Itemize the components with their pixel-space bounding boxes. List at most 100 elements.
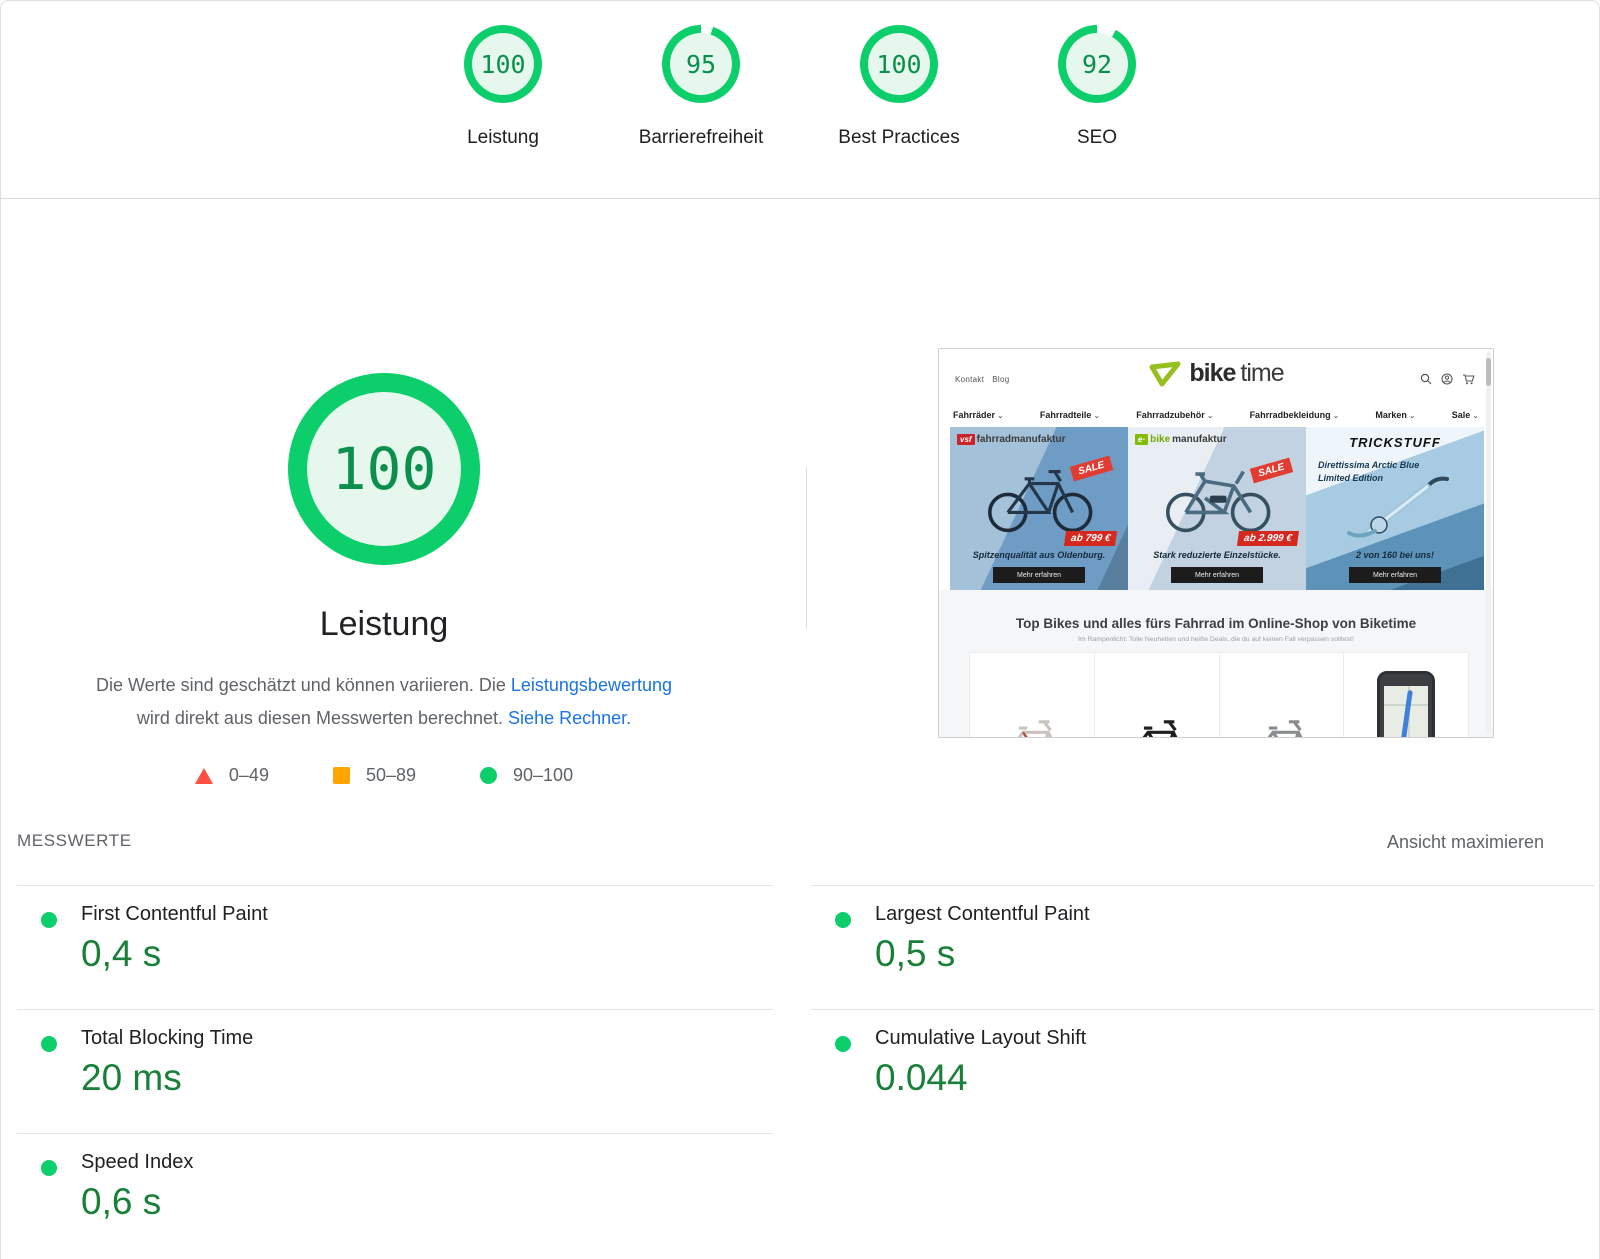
- site-nav: Fahrräder ⌄ Fahrradteile ⌄ Fahrradzubehör ⌄…: [939, 402, 1493, 427]
- trickstuff-line1: Direttissima Arctic Blue: [1318, 460, 1420, 470]
- product-card-gps-computer[interactable]: [1344, 653, 1468, 737]
- nav-fahrradzubehoer[interactable]: Fahrradzubehör ⌄: [1136, 409, 1214, 420]
- ebike-logo-text-manufaktur: manufaktur: [1172, 434, 1227, 445]
- mehr-erfahren-button[interactable]: Mehr erfahren: [1349, 567, 1441, 583]
- category-gauge-best-practices[interactable]: 100 Best Practices: [814, 25, 984, 149]
- nav-marken[interactable]: Marken ⌄: [1375, 409, 1416, 420]
- fail-triangle-icon: [194, 767, 213, 784]
- score-legend: 0–49 50–89 90–100: [4, 765, 764, 786]
- ebike-logo-badge: e·: [1135, 434, 1149, 445]
- site-logo: bike time: [939, 359, 1493, 388]
- leistungsbewertung-link[interactable]: Leistungsbewertung: [510, 675, 672, 695]
- price-tag: ab 799 €: [1063, 531, 1118, 546]
- pass-dot-icon: [41, 1036, 57, 1052]
- trickstuff-logo: TRICKSTUFF: [1349, 435, 1441, 450]
- metric-first-contentful-paint: First Contentful Paint 0,4 s: [17, 885, 773, 1009]
- metric-cumulative-layout-shift: Cumulative Layout Shift 0.044: [811, 1009, 1594, 1133]
- category-gauge-leistung[interactable]: 100 Leistung: [418, 25, 588, 149]
- category-label: Barrierefreiheit: [638, 127, 764, 148]
- pass-dot-icon: [41, 912, 57, 928]
- performance-description: Die Werte sind geschätzt und können vari…: [4, 669, 764, 735]
- siehe-rechner-link[interactable]: Siehe Rechner.: [508, 708, 632, 728]
- metric-value: 20 ms: [81, 1057, 182, 1098]
- metric-value: 0,4 s: [81, 933, 162, 974]
- trickstuff-product-lines: Direttissima Arctic Blue Limited Edition: [1318, 459, 1419, 485]
- performance-title: Leistung: [319, 605, 449, 643]
- category-label: Leistung: [467, 127, 539, 148]
- product-card-bike-black[interactable]: [1095, 653, 1220, 737]
- pass-circle-icon: [480, 767, 498, 784]
- banner-caption: Spitzenqualität aus Oldenburg.: [972, 550, 1106, 560]
- account-icon: [1441, 373, 1453, 385]
- description-text: wird direkt aus diesen Messwerten berech…: [136, 708, 509, 728]
- thumbnail-scrollbar-thumb[interactable]: [1486, 358, 1491, 386]
- site-header-icons: [1420, 373, 1475, 385]
- bike-image: [1142, 720, 1178, 737]
- banner-vsf-fahrradmanufaktur[interactable]: vsf fahrradmanufaktur SALE ab 799 € Spit…: [950, 427, 1128, 590]
- chevron-down-icon: ⌄: [1472, 410, 1479, 420]
- top-bikes-subheading: Im Rampenlicht: Tolle Neuheiten und heiß…: [1078, 636, 1354, 643]
- product-card-bike-gray[interactable]: [1220, 653, 1345, 737]
- hero-banner: vsf fahrradmanufaktur SALE ab 799 € Spit…: [950, 427, 1484, 590]
- thumbnail-scrollbar[interactable]: [1486, 352, 1491, 734]
- category-gauge-seo[interactable]: 92 SEO: [1012, 25, 1182, 149]
- chevron-down-icon: ⌄: [1332, 410, 1340, 420]
- category-label: Best Practices: [838, 127, 960, 148]
- score-value: 95: [685, 49, 717, 79]
- chevron-down-icon: ⌄: [997, 410, 1004, 420]
- legend-average-label: 50–89: [365, 765, 417, 785]
- score-ring: 100: [860, 25, 938, 103]
- ebike-image: [1166, 470, 1271, 533]
- bike-frame-logo-icon: [1149, 361, 1181, 386]
- metric-name: First Contentful Paint: [81, 903, 268, 925]
- metric-name: Largest Contentful Paint: [875, 903, 1090, 925]
- nav-fahrradbekleidung[interactable]: Fahrradbekleidung ⌄: [1249, 409, 1340, 420]
- chevron-down-icon: ⌄: [1206, 410, 1214, 420]
- metric-name: Speed Index: [81, 1151, 194, 1173]
- pass-dot-icon: [835, 912, 851, 928]
- nav-sale[interactable]: Sale ⌄: [1451, 409, 1479, 420]
- mehr-erfahren-button[interactable]: Mehr erfahren: [993, 567, 1085, 583]
- category-summary-row: 100 Leistung 95 Barrierefreiheit 100 Bes…: [1, 25, 1599, 149]
- banner-caption: Stark reduzierte Einzelstücke.: [1153, 550, 1281, 560]
- banner-ebikemanufaktur[interactable]: e· bike manufaktur SALE ab 2.999 € Stark …: [1128, 427, 1306, 590]
- legend-average: 50–89: [332, 765, 417, 786]
- metric-name: Cumulative Layout Shift: [875, 1027, 1087, 1049]
- site-header: Kontakt Blog bike time: [939, 349, 1493, 402]
- metric-value: 0,6 s: [81, 1181, 162, 1222]
- vsf-logo-text: fahrradmanufaktur: [976, 434, 1066, 445]
- expand-view-button[interactable]: Ansicht maximieren: [1386, 832, 1544, 852]
- pass-dot-icon: [41, 1160, 57, 1176]
- ebike-logo: e· bike manufaktur: [1135, 434, 1227, 445]
- gps-device-image: [1377, 671, 1436, 737]
- metric-value: 0.044: [875, 1057, 968, 1098]
- search-icon: [1420, 373, 1432, 385]
- brake-lever-image: [1347, 476, 1449, 539]
- nav-fahrradteile[interactable]: Fahrradteile ⌄: [1039, 409, 1101, 420]
- performance-score-value: 100: [331, 435, 437, 503]
- category-gauge-barrierefreiheit[interactable]: 95 Barrierefreiheit: [616, 25, 786, 149]
- header-divider: [1, 198, 1599, 199]
- category-label: SEO: [1076, 127, 1118, 148]
- trickstuff-line2: Limited Edition: [1318, 473, 1383, 483]
- product-card-row: [969, 652, 1469, 737]
- cart-icon: [1463, 374, 1475, 385]
- metric-speed-index: Speed Index 0,6 s: [17, 1133, 773, 1259]
- mehr-erfahren-button[interactable]: Mehr erfahren: [1171, 567, 1263, 583]
- kontakt-link: Kontakt: [955, 375, 985, 384]
- chevron-down-icon: ⌄: [1408, 410, 1416, 420]
- price-tag: ab 2.999 €: [1237, 531, 1300, 546]
- banner-trickstuff[interactable]: TRICKSTUFF Direttissima Arctic Blue Limi…: [1306, 427, 1484, 590]
- average-square-icon: [332, 767, 350, 784]
- product-card-bike-white[interactable]: [970, 653, 1095, 737]
- nav-fahrraeder[interactable]: Fahrräder ⌄: [953, 409, 1004, 420]
- score-ring: 92: [1058, 25, 1136, 103]
- page-screenshot-thumbnail[interactable]: Kontakt Blog bike time Fahrräder ⌄ Fahrradt…: [938, 348, 1494, 738]
- score-value: 100: [480, 49, 526, 79]
- legend-fail-label: 0–49: [228, 765, 269, 785]
- brand-light: time: [1240, 359, 1284, 387]
- vsf-logo-badge: vsf: [957, 434, 975, 445]
- score-ring: 95: [662, 25, 740, 103]
- legend-pass-label: 90–100: [513, 765, 574, 785]
